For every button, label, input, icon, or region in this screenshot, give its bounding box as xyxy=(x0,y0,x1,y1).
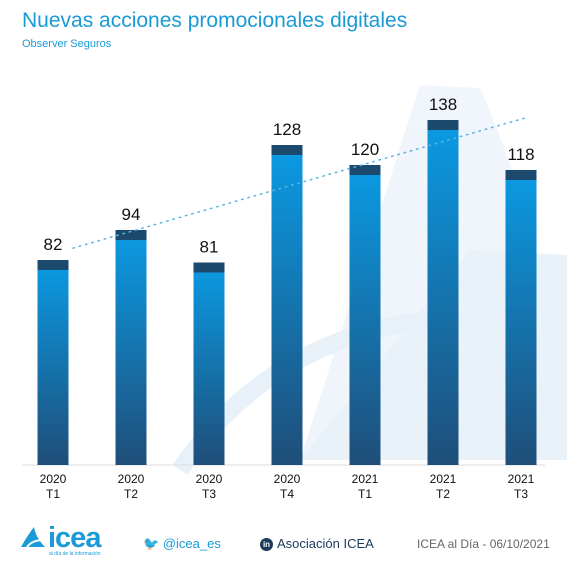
data-label: 138 xyxy=(429,95,457,114)
x-tick-label: T2 xyxy=(436,487,450,501)
chart-title: Nuevas acciones promocionales digitales xyxy=(22,9,408,32)
data-label: 128 xyxy=(273,120,301,139)
data-label: 118 xyxy=(507,145,534,164)
x-tick-label: 2021 xyxy=(430,472,457,486)
bar-cap xyxy=(193,262,225,273)
x-tick-label: 2021 xyxy=(352,472,379,486)
trend-line xyxy=(72,117,525,249)
x-tick-label: T1 xyxy=(358,487,372,501)
twitter-link[interactable]: 🐦 @icea_es xyxy=(143,536,221,552)
bar-cap xyxy=(427,120,459,130)
publication-date: ICEA al Día - 06/10/2021 xyxy=(417,537,550,551)
chart-subtitle: Observer Seguros xyxy=(22,38,112,50)
x-tick-label: T1 xyxy=(46,487,60,501)
x-tick-label: 2020 xyxy=(274,472,301,486)
x-tick-label: T4 xyxy=(280,487,294,501)
bar-cap xyxy=(115,230,147,240)
linkedin-link[interactable]: in Asociación ICEA xyxy=(260,536,374,552)
footer: icea al día de la información 🐦 @icea_es… xyxy=(0,520,567,567)
bar xyxy=(505,170,537,465)
bar-cap xyxy=(271,145,303,155)
icea-logo-subtitle: al día de la información xyxy=(49,551,101,557)
x-tick-label: T3 xyxy=(202,487,216,501)
x-tick-label: T2 xyxy=(124,487,138,501)
x-tick-label: T3 xyxy=(514,487,528,501)
icea-logo-icon xyxy=(21,527,45,548)
data-label: 81 xyxy=(200,238,219,257)
bar-cap xyxy=(349,165,381,175)
bar-cap xyxy=(505,170,537,180)
bar xyxy=(271,145,303,465)
twitter-icon: 🐦 xyxy=(143,536,160,551)
bar xyxy=(349,165,381,465)
bar-cap xyxy=(37,260,69,270)
x-tick-label: 2020 xyxy=(118,472,145,486)
bar xyxy=(115,230,147,465)
linkedin-name: Asociación ICEA xyxy=(277,536,374,551)
data-label: 82 xyxy=(44,235,63,254)
icea-logo-text: icea xyxy=(48,522,101,554)
data-label: 94 xyxy=(122,205,141,224)
twitter-handle: @icea_es xyxy=(162,536,221,551)
x-tick-label: 2021 xyxy=(508,472,535,486)
bar xyxy=(37,260,69,465)
data-label: 120 xyxy=(351,140,379,159)
bar xyxy=(427,120,459,465)
x-tick-label: 2020 xyxy=(196,472,223,486)
linkedin-icon: in xyxy=(260,538,273,552)
x-tick-label: 2020 xyxy=(40,472,67,486)
bar xyxy=(193,262,225,465)
